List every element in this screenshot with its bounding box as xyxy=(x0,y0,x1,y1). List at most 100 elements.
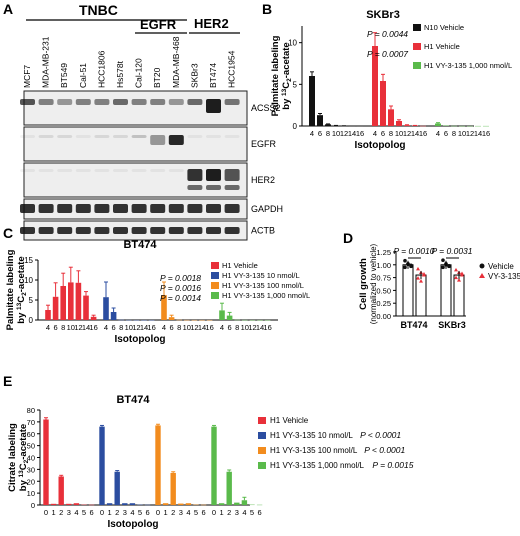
x-tick-label: 8 xyxy=(177,323,181,332)
y-axis-label: Citrate labelingby 13C2-acetate xyxy=(7,423,30,492)
bar xyxy=(103,297,109,320)
bar xyxy=(241,500,248,505)
blot-band xyxy=(168,99,184,105)
x-tick-label: 4 xyxy=(220,323,224,332)
x-tick-label: 10 xyxy=(241,323,249,332)
y-tick-label: 0 xyxy=(31,501,35,510)
data-point xyxy=(457,278,461,282)
bar xyxy=(396,121,402,126)
x-tick-label: 6 xyxy=(54,323,58,332)
legend-entry: N10 Vehicle xyxy=(424,23,464,32)
x-tick-label: 6 xyxy=(381,129,385,138)
legend-entry: VY-3-135 xyxy=(488,272,520,281)
bar xyxy=(185,503,192,505)
x-tick-label: 12 xyxy=(248,323,256,332)
x-tick-label: 1 xyxy=(52,508,56,517)
blot-band xyxy=(150,169,166,172)
bar xyxy=(325,124,331,126)
bar xyxy=(161,295,167,320)
x-tick-label: 14 xyxy=(198,323,206,332)
blot-band xyxy=(224,135,240,138)
blot-band xyxy=(206,169,221,181)
panel-e-letter: E xyxy=(3,373,12,389)
bar xyxy=(90,316,97,320)
blot-band xyxy=(113,169,128,172)
bar xyxy=(234,502,240,505)
x-tick-label: 5 xyxy=(250,508,254,517)
x-tick-label: 12 xyxy=(74,323,82,332)
bar xyxy=(219,310,225,320)
bar xyxy=(129,503,136,505)
lane-label: HCC1806 xyxy=(96,50,106,88)
x-tick-label: 6 xyxy=(258,508,262,517)
lane-label: MDA-MB-468 xyxy=(171,36,181,88)
x-tick-label: 0 xyxy=(100,508,104,517)
blot-band xyxy=(113,135,128,138)
x-tick-label: 10 xyxy=(458,129,466,138)
x-tick-label: 3 xyxy=(235,508,239,517)
x-tick-label: 8 xyxy=(452,129,456,138)
bar xyxy=(68,282,74,320)
x-tick-label: 6 xyxy=(202,508,206,517)
legend-entry: H1 VY-3-135 1,000 nmol/L xyxy=(424,61,512,70)
bar xyxy=(45,310,51,320)
blot-band xyxy=(168,204,184,213)
blot-band xyxy=(38,169,54,172)
bar xyxy=(309,76,315,126)
blot-band xyxy=(206,99,221,113)
x-tick-label: 2 xyxy=(59,508,63,517)
panel-c-letter: C xyxy=(3,225,13,241)
legend-swatch xyxy=(413,43,421,50)
p-value: P = 0.0016 xyxy=(160,283,201,293)
bar xyxy=(75,282,82,320)
group-label-tnbc: TNBC xyxy=(79,2,118,18)
bar xyxy=(73,503,80,505)
x-tick-label: 4 xyxy=(242,508,246,517)
blot-label: ACSS2 xyxy=(251,103,281,113)
x-tick-label: 5 xyxy=(82,508,86,517)
lane-label: HCC1954 xyxy=(227,50,237,88)
y-tick-label: 40 xyxy=(27,454,35,463)
blot-band xyxy=(57,135,73,138)
blot-band xyxy=(131,227,147,234)
lane-label: Cal-120 xyxy=(134,58,144,88)
bar xyxy=(66,503,72,505)
y-tick-label: 70 xyxy=(27,418,35,427)
blot-label: EGFR xyxy=(251,139,277,149)
p-value: P = 0.0010 xyxy=(393,246,434,256)
x-tick-label: 14 xyxy=(140,323,148,332)
blot-band xyxy=(75,135,91,138)
legend-entry: H1 Vehicle xyxy=(424,42,460,51)
x-tick-label: 12 xyxy=(340,129,348,138)
x-tick-label: 1 xyxy=(164,508,168,517)
bar xyxy=(388,109,394,126)
x-tick-label: 16 xyxy=(147,323,155,332)
blot-band xyxy=(94,227,110,234)
x-tick-label: 1 xyxy=(108,508,112,517)
x-tick-label: 2 xyxy=(115,508,119,517)
blot-band xyxy=(187,135,203,138)
blot-label: ACTB xyxy=(251,226,275,236)
y-tick-label: 0 xyxy=(29,316,34,325)
x-tick-label: 6 xyxy=(146,508,150,517)
y-tick-label: 10 xyxy=(24,276,33,285)
legend-entry: H1 VY-3-135 10 nmol/L xyxy=(270,431,353,440)
bar xyxy=(372,46,378,126)
bar xyxy=(440,264,452,317)
x-tick-label: 6 xyxy=(228,323,232,332)
blot-band xyxy=(113,99,128,105)
y-tick-label: 80 xyxy=(27,406,35,415)
legend-swatch xyxy=(258,462,266,469)
panel-a-letter: A xyxy=(3,1,13,17)
lane-label: BT549 xyxy=(59,63,69,88)
y-tick-label: 15 xyxy=(24,256,33,265)
y-tick-label: 0 xyxy=(293,122,298,131)
x-tick-label: 5 xyxy=(138,508,142,517)
data-point xyxy=(454,275,458,280)
y-axis-label: Palmitate labelingby 13C2-acetate xyxy=(270,35,293,116)
blot-band xyxy=(57,169,73,172)
blot-band xyxy=(94,204,110,213)
x-tick-label: 12 xyxy=(403,129,411,138)
